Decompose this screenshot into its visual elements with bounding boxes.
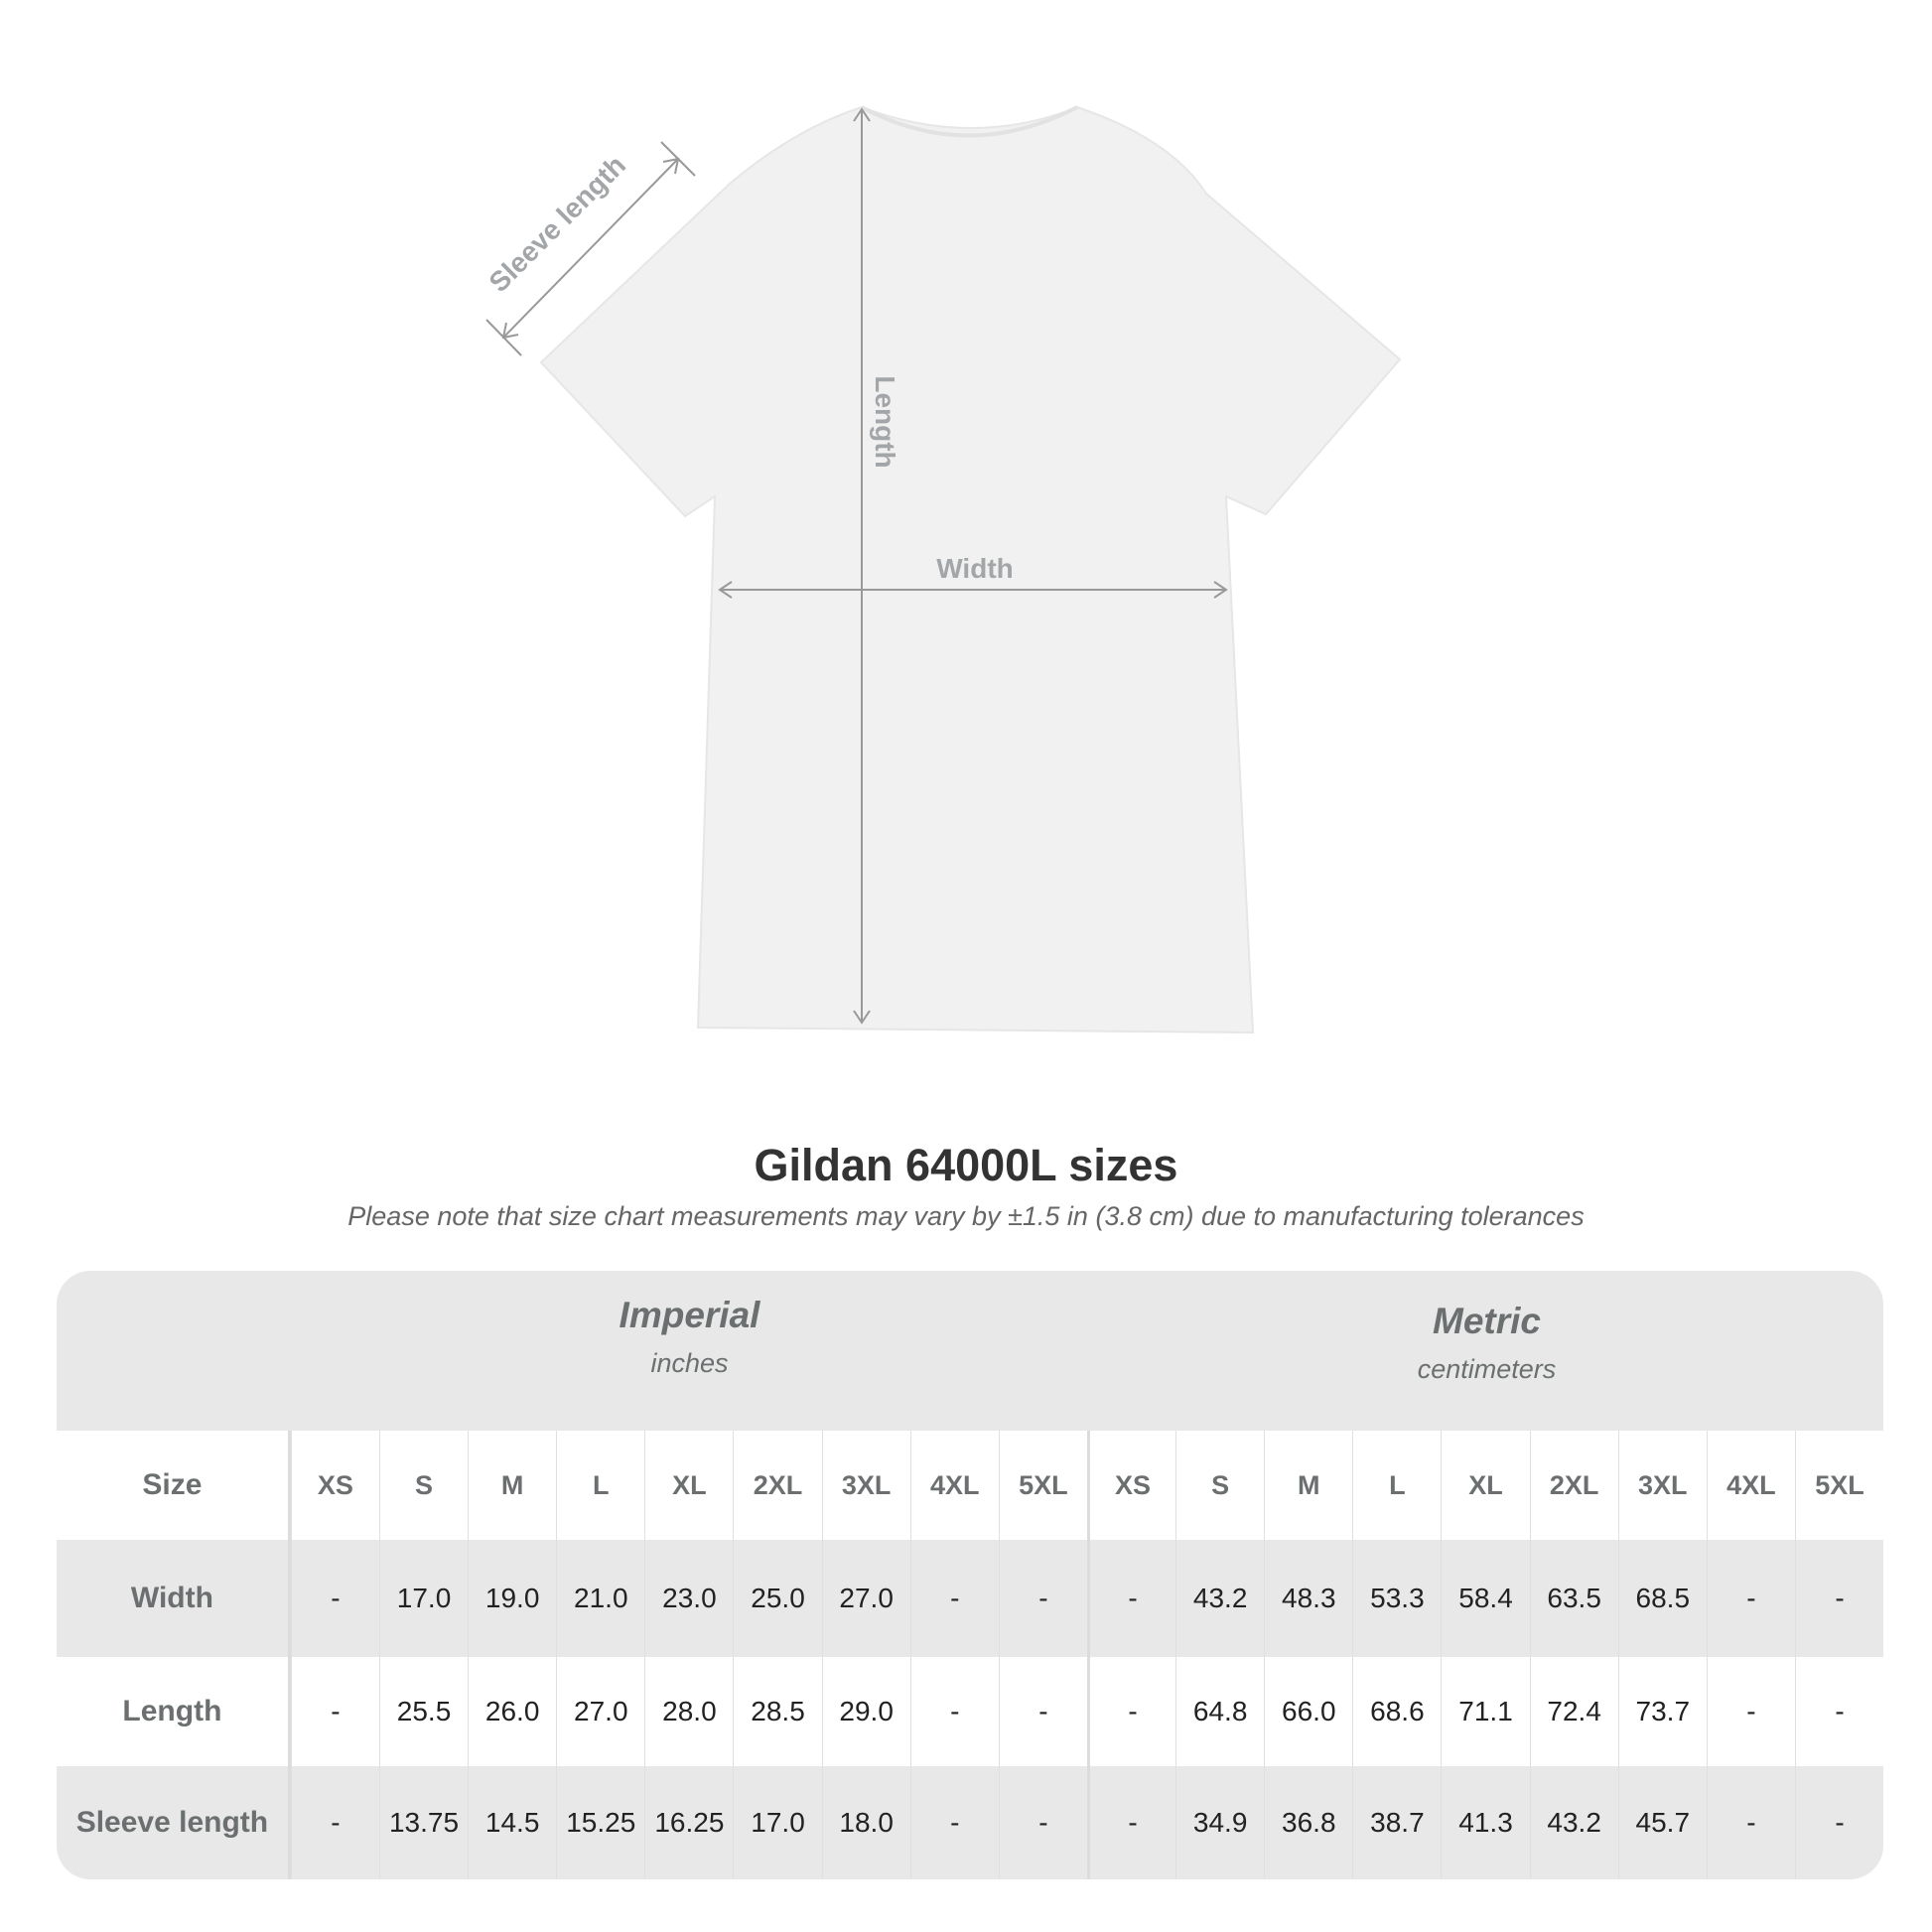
table-cell: 43.2 — [1175, 1540, 1264, 1657]
table-cell: 66.0 — [1264, 1657, 1352, 1766]
table-cell: - — [1086, 1766, 1175, 1879]
table-cell: 72.4 — [1529, 1657, 1618, 1766]
table-cell: 17.0 — [378, 1540, 468, 1657]
table-cell: 53.3 — [1352, 1540, 1441, 1657]
table-cell: 64.8 — [1175, 1657, 1264, 1766]
table-cell: - — [1794, 1540, 1883, 1657]
table-cell: 43.2 — [1529, 1766, 1618, 1879]
table-cell: 18.0 — [821, 1766, 910, 1879]
table-cell: 45.7 — [1617, 1766, 1707, 1879]
table-cell: 23.0 — [644, 1540, 733, 1657]
page-title: Gildan 64000L sizes — [754, 1140, 1178, 1190]
table-cell: - — [909, 1540, 999, 1657]
size-header: L — [1352, 1431, 1441, 1540]
size-header: 5XL — [1794, 1431, 1883, 1540]
table-cell: 15.25 — [556, 1766, 644, 1879]
measure-lines — [485, 107, 1228, 1025]
size-header: XS — [1086, 1431, 1175, 1540]
table-cell: - — [1794, 1657, 1883, 1766]
row-label: Width — [57, 1540, 291, 1657]
tolerance-note: Please note that size chart measurements… — [347, 1201, 1585, 1231]
size-header-row: Size XS S M L XL 2XL 3XL 4XL 5XL XS S M L XL 2XL 3XL 4XL 5… — [57, 1431, 1883, 1540]
size-header: 5XL — [998, 1431, 1087, 1540]
table-cell: - — [1794, 1766, 1883, 1879]
table-cell: 16.25 — [644, 1766, 733, 1879]
table-cell: 68.5 — [1617, 1540, 1707, 1657]
size-header: XL — [1441, 1431, 1529, 1540]
table-cell: - — [909, 1657, 999, 1766]
row-label: Sleeve length — [57, 1766, 291, 1879]
table-row: Length -25.5 26.0 27.0 28.0 28.5 29.0- - -64.8 66… — [57, 1657, 1883, 1766]
tshirt-diagram: Sleeve length Length Width — [483, 105, 1402, 1035]
sleeve-length-label: Sleeve length — [483, 150, 632, 299]
metric-header: Metric centimeters — [1088, 1301, 1883, 1385]
table-cell: - — [998, 1540, 1087, 1657]
length-label: Length — [870, 375, 900, 468]
table-cell: 27.0 — [556, 1657, 644, 1766]
size-header: XL — [644, 1431, 733, 1540]
table-cell: - — [1706, 1766, 1795, 1879]
table-cell: 19.0 — [468, 1540, 556, 1657]
size-header: 3XL — [1617, 1431, 1707, 1540]
table-cell: - — [290, 1540, 379, 1657]
size-header: S — [378, 1431, 468, 1540]
row-label: Length — [57, 1657, 291, 1766]
table-cell: 26.0 — [468, 1657, 556, 1766]
table-cell: - — [290, 1657, 379, 1766]
table-cell: - — [998, 1766, 1087, 1879]
units-header: Imperial inches Metric centimeters — [57, 1271, 1883, 1431]
size-header: 3XL — [821, 1431, 910, 1540]
size-header: 2XL — [1529, 1431, 1618, 1540]
tshirt-shape — [539, 105, 1402, 1035]
table-cell: 38.7 — [1352, 1766, 1441, 1879]
metric-title: Metric — [1433, 1301, 1541, 1341]
table-row: Sleeve length -13.75 14.5 15.25 16.25 17.0 18.… — [57, 1766, 1883, 1879]
table-cell: 28.0 — [644, 1657, 733, 1766]
table-cell: 58.4 — [1441, 1540, 1529, 1657]
table-cell: 27.0 — [821, 1540, 910, 1657]
metric-unit: centimeters — [1417, 1354, 1557, 1384]
size-header: 2XL — [733, 1431, 821, 1540]
table-cell: 73.7 — [1617, 1657, 1707, 1766]
table-cell: 68.6 — [1352, 1657, 1441, 1766]
size-header: XS — [290, 1431, 379, 1540]
table-cell: 36.8 — [1264, 1766, 1352, 1879]
table-cell: - — [290, 1766, 379, 1879]
table-cell: 29.0 — [821, 1657, 910, 1766]
table-cell: 34.9 — [1175, 1766, 1264, 1879]
table-cell: 25.5 — [378, 1657, 468, 1766]
size-table: Imperial inches Metric centimeters Size X… — [57, 1271, 1883, 1879]
table-cell: - — [909, 1766, 999, 1879]
size-header: M — [1264, 1431, 1352, 1540]
table-cell: 14.5 — [468, 1766, 556, 1879]
table-cell: 71.1 — [1441, 1657, 1529, 1766]
table-cell: - — [998, 1657, 1087, 1766]
table-cell: - — [1086, 1657, 1175, 1766]
imperial-unit: inches — [650, 1348, 729, 1378]
table-cell: 25.0 — [733, 1540, 821, 1657]
table-cell: 21.0 — [556, 1540, 644, 1657]
table-cell: - — [1086, 1540, 1175, 1657]
table-cell: - — [1706, 1657, 1795, 1766]
table-cell: 63.5 — [1529, 1540, 1618, 1657]
width-label: Width — [936, 553, 1014, 584]
table-row: Width -17.0 19.0 21.0 23.0 25.0 27.0- - -43.2 48.… — [57, 1540, 1883, 1657]
size-header: M — [468, 1431, 556, 1540]
imperial-title: Imperial — [619, 1295, 760, 1335]
size-header: 4XL — [1706, 1431, 1795, 1540]
table-cell: 28.5 — [733, 1657, 821, 1766]
row-label: Size — [57, 1431, 291, 1540]
size-header: S — [1175, 1431, 1264, 1540]
table-cell: 17.0 — [733, 1766, 821, 1879]
size-header: L — [556, 1431, 644, 1540]
table-cell: 41.3 — [1441, 1766, 1529, 1879]
size-header: 4XL — [909, 1431, 999, 1540]
table-cell: - — [1706, 1540, 1795, 1657]
imperial-header: Imperial inches — [291, 1295, 1088, 1379]
table-cell: 48.3 — [1264, 1540, 1352, 1657]
table-cell: 13.75 — [378, 1766, 468, 1879]
